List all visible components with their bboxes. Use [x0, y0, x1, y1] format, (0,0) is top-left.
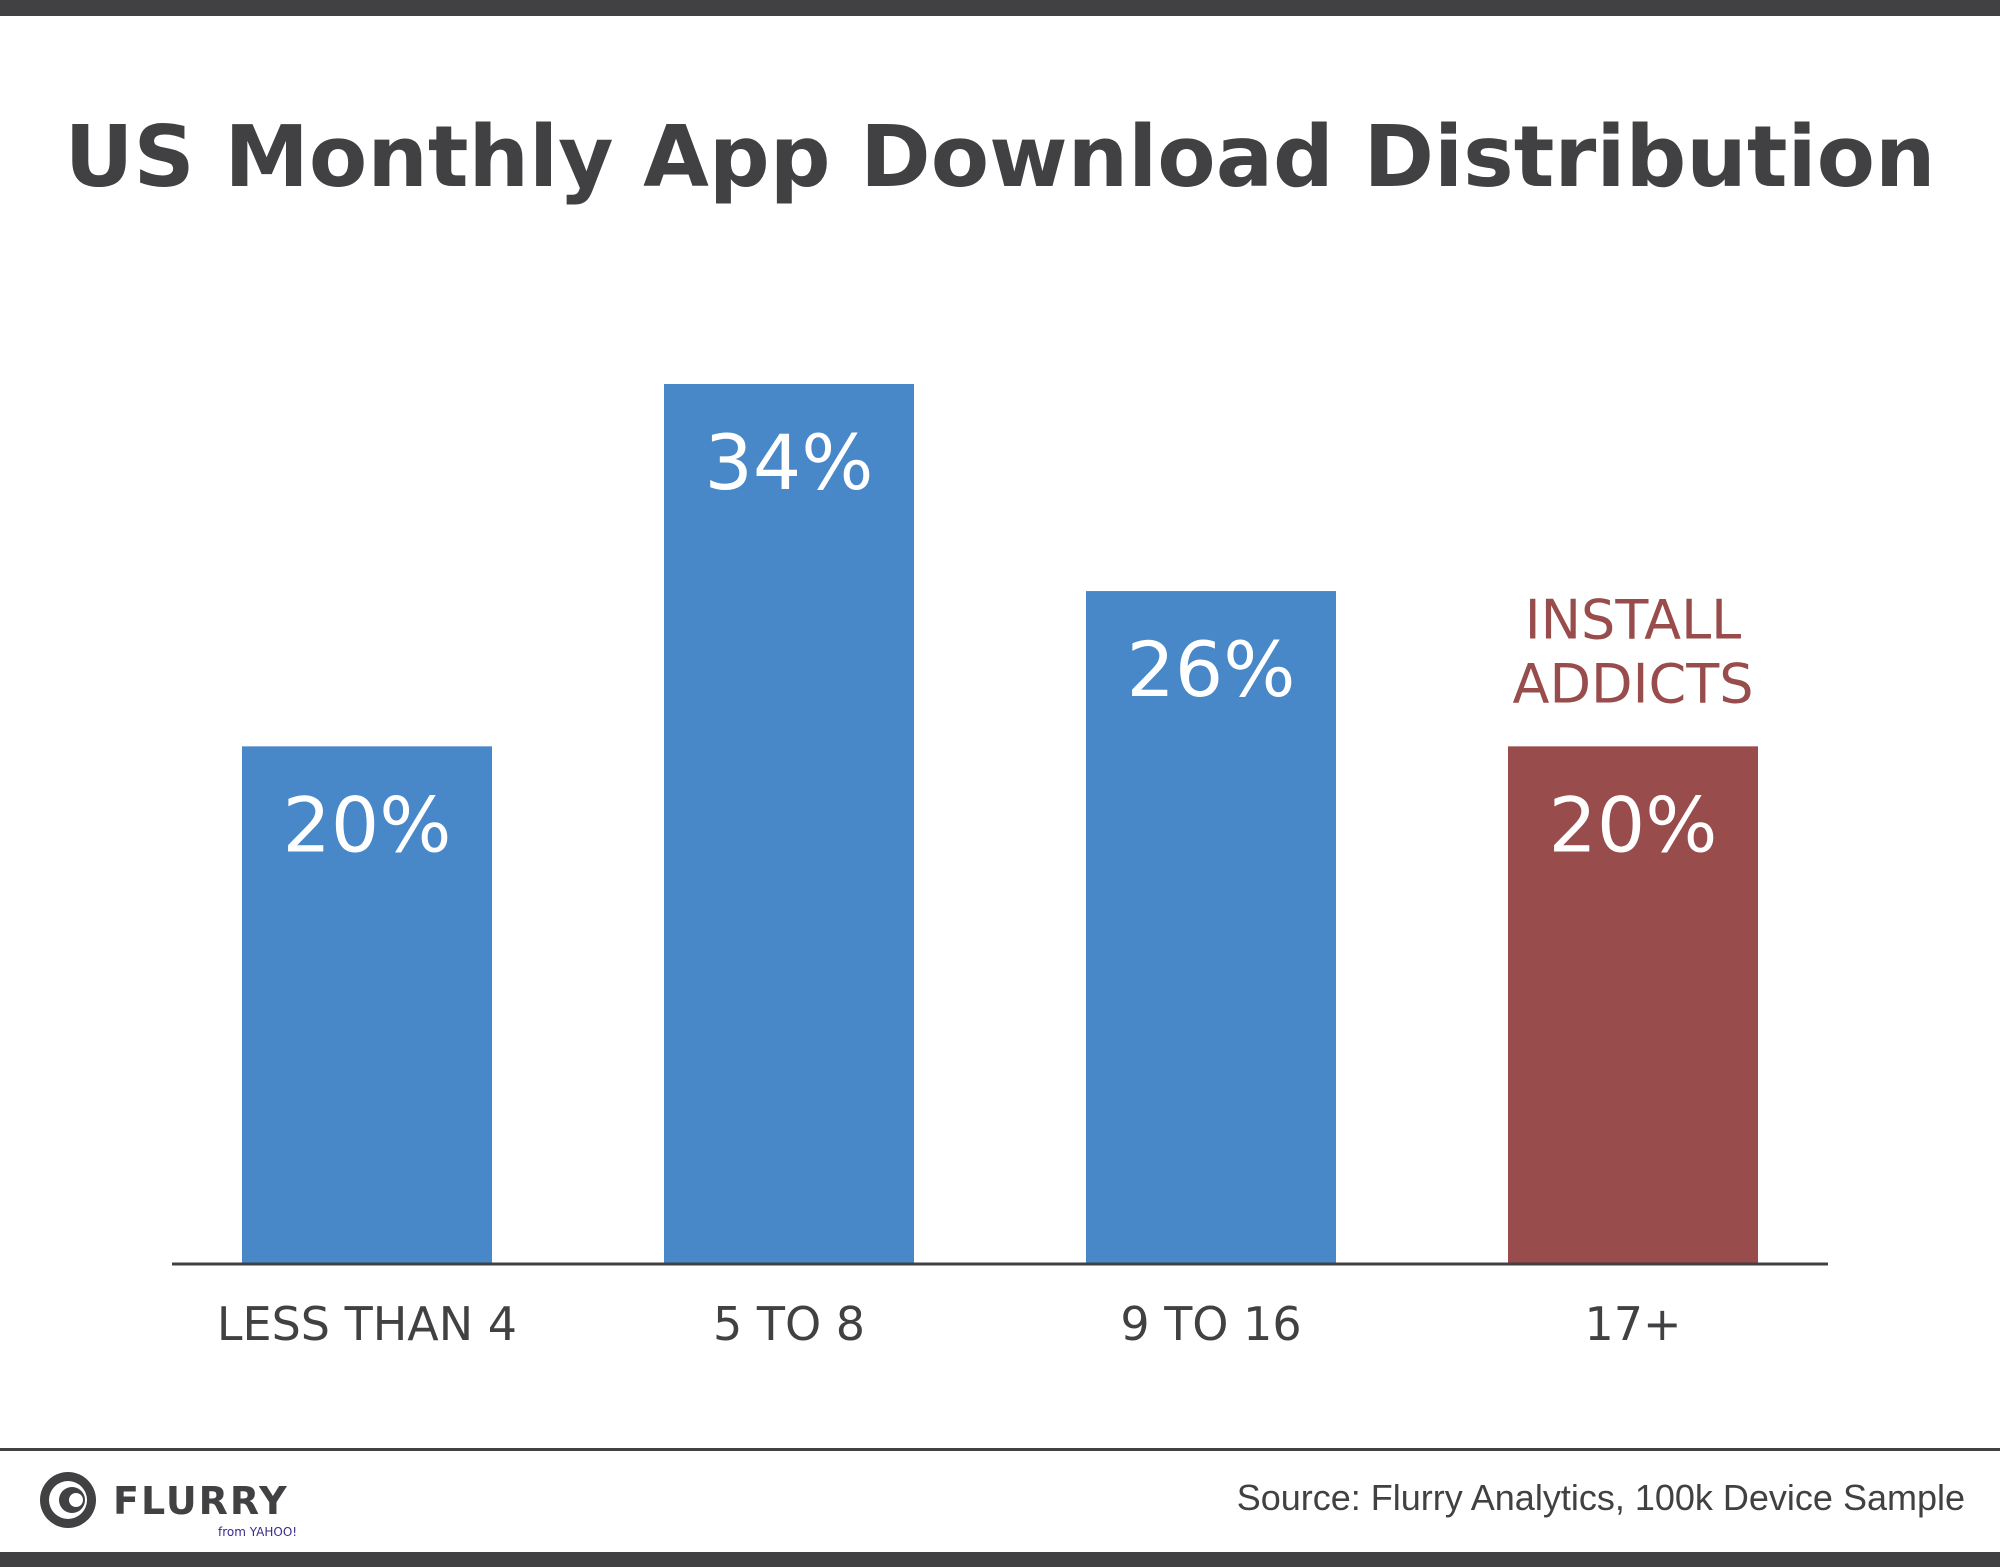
- labels-group: 20% LESS THAN 4 34% 5 TO 8 26% 9 TO 16 20% 17+ I…: [217, 418, 1754, 1351]
- category-tick-label: 5 TO 8: [713, 1297, 865, 1351]
- bar-2: [664, 384, 914, 1264]
- bar-3: [1086, 591, 1336, 1264]
- bar-value-label: 20%: [1549, 780, 1718, 869]
- category-tick-label: LESS THAN 4: [217, 1297, 517, 1351]
- footer-divider: [0, 1448, 2000, 1451]
- flurry-swirl-icon: [40, 1472, 96, 1528]
- bottom-border: [0, 1552, 2000, 1567]
- bar-value-label: 20%: [283, 780, 452, 869]
- flurry-logo: FLURRY from YAHOO!: [40, 1472, 297, 1539]
- annotation-line: ADDICTS: [1513, 652, 1754, 715]
- category-tick-label: 17+: [1584, 1297, 1681, 1351]
- chart-title: US Monthly App Download Distribution: [64, 108, 1936, 207]
- yahoo-tagline: from YAHOO!: [218, 1525, 297, 1539]
- top-border: [0, 0, 2000, 16]
- flurry-wordmark: FLURRY: [113, 1479, 289, 1523]
- bar-value-label: 34%: [705, 418, 874, 507]
- category-tick-label: 9 TO 16: [1120, 1297, 1301, 1351]
- source-note: Source: Flurry Analytics, 100k Device Sa…: [1236, 1477, 1965, 1518]
- bar-1: [242, 746, 492, 1264]
- bar-chart: 20% LESS THAN 4 34% 5 TO 8 26% 9 TO 16 20% 17+ I…: [172, 384, 1828, 1351]
- bars-group: [242, 384, 1758, 1264]
- annotation-line: INSTALL: [1525, 588, 1742, 651]
- bar-value-label: 26%: [1127, 625, 1296, 714]
- bar-4: [1508, 746, 1758, 1264]
